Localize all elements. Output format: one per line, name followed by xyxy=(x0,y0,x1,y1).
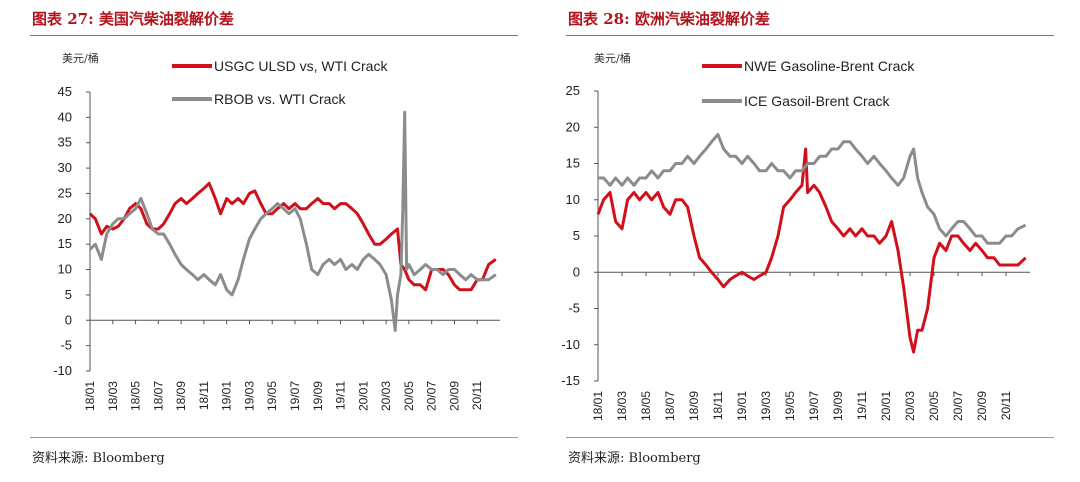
y-tick-label: 0 xyxy=(65,312,72,327)
y-tick-label: 45 xyxy=(58,84,72,99)
series-line xyxy=(598,133,1027,245)
x-tick-label: 18/05 xyxy=(129,381,143,411)
y-tick-label: 20 xyxy=(58,211,72,226)
y-tick-label: 15 xyxy=(58,236,72,251)
x-tick-label: 19/07 xyxy=(807,391,821,421)
y-tick-label: 25 xyxy=(566,83,580,98)
x-tick-label: 20/03 xyxy=(903,391,917,421)
x-tick-label: 19/05 xyxy=(783,391,797,421)
chart-panel-us: 图表 27: 美国汽柴油裂解价差 美元/桶 -10 -5 0 5 10 15 20 25 30 3… xyxy=(0,0,536,482)
title-rule xyxy=(566,35,1054,36)
x-tick-label: 20/01 xyxy=(356,381,370,411)
y-tick-label: 25 xyxy=(58,185,72,200)
x-tick-label: 20/01 xyxy=(879,391,893,421)
legend-label: NWE Gasoline-Brent Crack xyxy=(744,58,915,74)
x-tick-label: 18/07 xyxy=(663,391,677,421)
x-tick-label: 18/01 xyxy=(83,381,97,411)
x-tick-label: 18/03 xyxy=(615,391,629,421)
legend-label: RBOB vs. WTI Crack xyxy=(214,91,346,107)
y-tick-label: 5 xyxy=(573,228,580,243)
x-tick-label: 19/01 xyxy=(735,391,749,421)
y-tick-label: 10 xyxy=(566,192,580,207)
x-tick-label: 20/11 xyxy=(999,391,1013,420)
y-axis-unit: 美元/桶 xyxy=(594,52,631,65)
x-tick-label: 19/09 xyxy=(311,381,325,411)
y-tick-label: 40 xyxy=(58,109,72,124)
x-tick-label: 18/01 xyxy=(591,391,605,421)
y-tick-label: -10 xyxy=(53,363,72,378)
series-line xyxy=(596,147,1027,354)
x-tick-label: 18/09 xyxy=(174,381,188,411)
x-tick-label: 18/09 xyxy=(687,391,701,421)
chart-title: 欧洲汽柴油裂解价差 xyxy=(634,10,770,28)
series-line xyxy=(88,110,497,332)
title-rule xyxy=(30,35,518,36)
y-axis-unit: 美元/桶 xyxy=(62,52,99,65)
y-tick-label: -10 xyxy=(561,337,580,352)
x-tick-label: 18/05 xyxy=(639,391,653,421)
y-tick-label: 35 xyxy=(58,135,72,150)
x-tick-label: 19/07 xyxy=(288,381,302,411)
x-tick-label: 20/09 xyxy=(447,381,461,411)
x-tick-label: 18/03 xyxy=(106,381,120,411)
x-tick-label: 20/09 xyxy=(975,391,989,421)
x-tick-label: 20/07 xyxy=(425,381,439,411)
x-tick-label: 19/09 xyxy=(831,391,845,421)
chart-panel-eu: 图表 28: 欧洲汽柴油裂解价差 美元/桶 -15 -10 -5 0 5 10 15 20 25… xyxy=(536,0,1072,482)
x-tick-label: 18/07 xyxy=(151,381,165,411)
chart-title: 美国汽柴油裂解价差 xyxy=(98,10,234,28)
source-rule xyxy=(566,437,1054,438)
line-chart-us: -10 -5 0 5 10 15 20 25 30 35 40 45 18/01 18/03 18/05 18… xyxy=(53,58,500,411)
source-rule xyxy=(30,437,518,438)
source-note: 资料来源: Bloomberg xyxy=(32,451,165,466)
x-tick-label: 19/01 xyxy=(220,381,234,411)
legend-label: USGC ULSD vs, WTI Crack xyxy=(214,58,388,74)
x-tick-label: 19/11 xyxy=(855,391,869,420)
x-tick-label: 20/03 xyxy=(379,381,393,411)
figure-label: 图表 28: xyxy=(568,10,630,28)
figure-title: 图表 28: 欧洲汽柴油裂解价差 xyxy=(568,8,770,29)
figure-title: 图表 27: 美国汽柴油裂解价差 xyxy=(32,8,234,29)
x-tick-label: 20/11 xyxy=(470,381,484,410)
y-tick-label: 15 xyxy=(566,156,580,171)
x-tick-label: 19/05 xyxy=(265,381,279,411)
x-tick-label: 19/03 xyxy=(759,391,773,421)
x-tick-label: 20/05 xyxy=(927,391,941,421)
x-tick-label: 20/05 xyxy=(402,381,416,411)
y-tick-label: 0 xyxy=(573,264,580,279)
y-tick-label: 30 xyxy=(58,160,72,175)
figure-label: 图表 27: xyxy=(32,10,94,28)
x-tick-label: 20/07 xyxy=(951,391,965,421)
y-tick-label: 10 xyxy=(58,262,72,277)
legend-label: ICE Gasoil-Brent Crack xyxy=(744,93,890,109)
y-tick-label: 5 xyxy=(65,287,72,302)
source-note: 资料来源: Bloomberg xyxy=(568,451,701,466)
series-line xyxy=(88,181,497,292)
x-tick-label: 19/11 xyxy=(334,381,348,410)
y-tick-label: -15 xyxy=(561,373,580,388)
y-tick-label: -5 xyxy=(60,338,72,353)
y-tick-label: 20 xyxy=(566,119,580,134)
y-tick-label: -5 xyxy=(568,301,580,316)
line-chart-europe: -15 -10 -5 0 5 10 15 20 25 18/01 18/03 18/05 18/07 18… xyxy=(561,58,1030,421)
x-tick-label: 18/11 xyxy=(711,391,725,420)
x-tick-label: 19/03 xyxy=(242,381,256,411)
x-tick-label: 18/11 xyxy=(197,381,211,410)
